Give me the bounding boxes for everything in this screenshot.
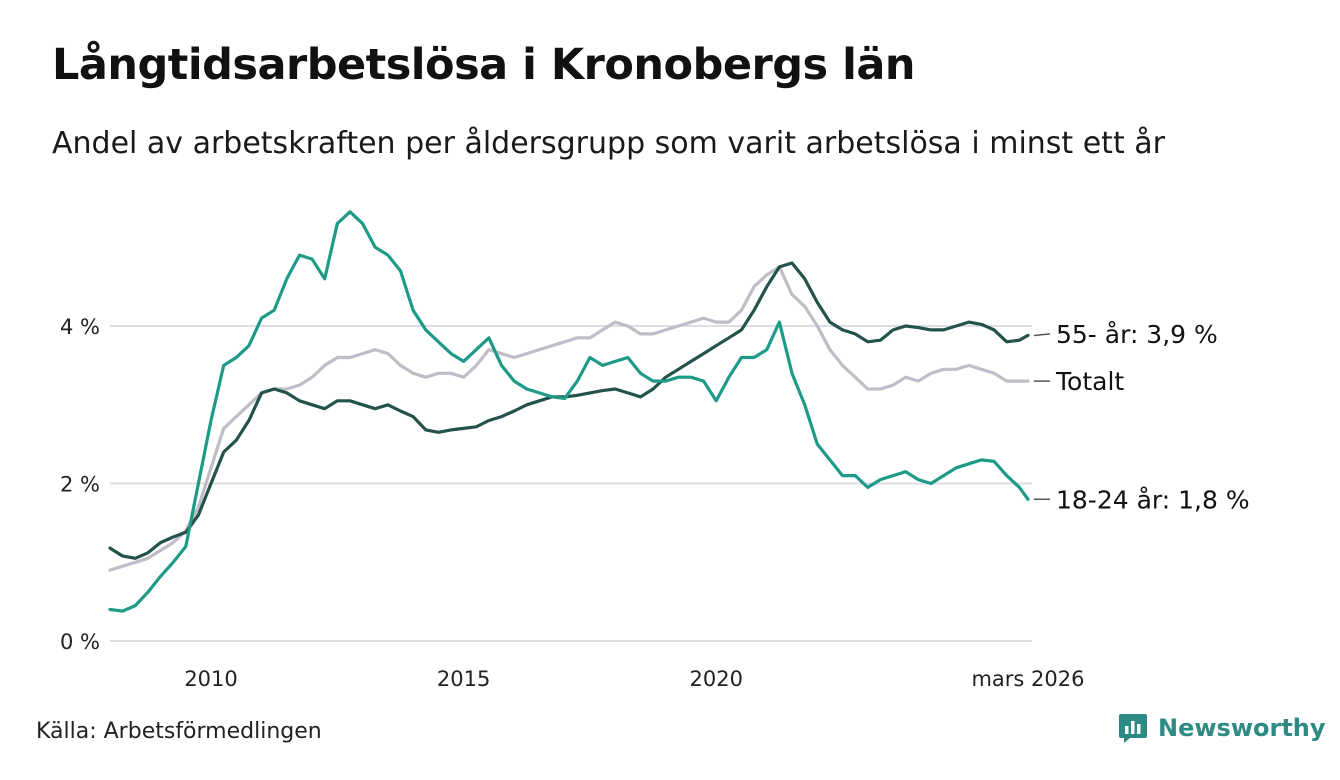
- y-axis: 0 % 2 % 4 %: [60, 315, 100, 654]
- newsworthy-logo-icon: [1119, 714, 1147, 743]
- series-end-label: 18-24 år: 1,8 %: [1056, 485, 1250, 514]
- x-tick-label: mars 2026: [971, 667, 1084, 691]
- x-tick-label: 2020: [690, 667, 743, 691]
- source-note: Källa: Arbetsförmedlingen: [36, 719, 322, 744]
- grid-layer: [110, 325, 1032, 642]
- y-tick-label: 4 %: [60, 315, 100, 339]
- series-line-2: [108, 210, 1030, 613]
- series-layer: [108, 210, 1030, 613]
- page-title: Långtidsarbetslösa i Kronobergs län: [52, 40, 915, 90]
- series-line-1: [108, 261, 1030, 560]
- label-connector: [1033, 333, 1051, 337]
- line-chart: 0 % 2 % 4 % 2010 2015 2020 mars 2026 Totalt 55…: [60, 210, 1250, 691]
- x-axis: 2010 2015 2020 mars 2026: [184, 667, 1084, 691]
- y-tick-label: 2 %: [60, 473, 100, 497]
- end-labels: Totalt 55- år: 3,9 % 18-24 år: 1,8 %: [1033, 320, 1250, 514]
- series-end-label: 55- år: 3,9 %: [1056, 320, 1218, 349]
- x-tick-label: 2010: [184, 667, 237, 691]
- y-tick-label: 0 %: [60, 630, 100, 654]
- series-line-0: [108, 265, 1030, 572]
- brand-name: Newsworthy: [1158, 714, 1326, 742]
- x-tick-label: 2015: [437, 667, 490, 691]
- brand-logo[interactable]: Newsworthy: [1118, 712, 1326, 744]
- chart-subtitle: Andel av arbetskraften per åldersgrupp s…: [52, 126, 1165, 161]
- series-end-label: Totalt: [1055, 367, 1124, 396]
